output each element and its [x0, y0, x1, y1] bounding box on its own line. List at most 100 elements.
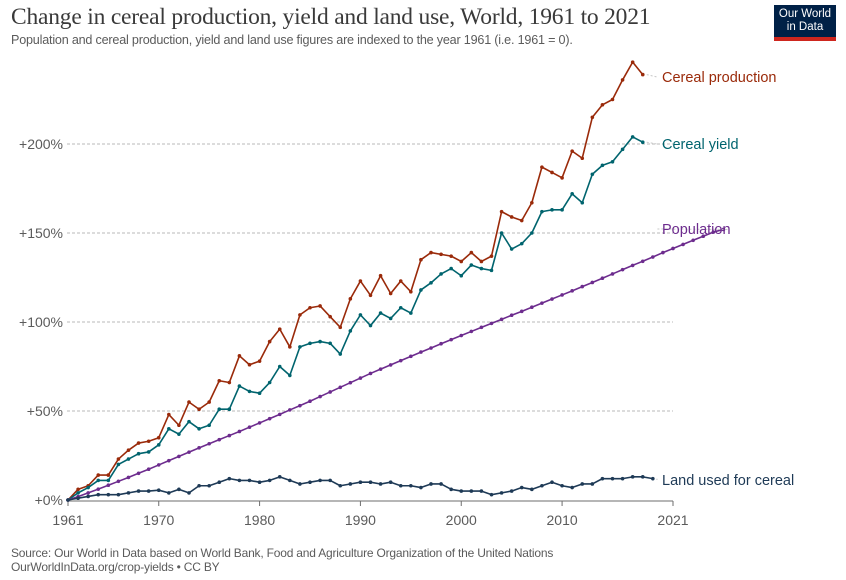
data-point: [449, 266, 453, 271]
data-point: [409, 289, 413, 294]
data-point: [328, 478, 332, 483]
data-point: [398, 483, 403, 488]
data-point: [378, 311, 383, 315]
data-point: [419, 485, 423, 490]
data-point: [610, 272, 615, 276]
data-point: [237, 478, 242, 483]
data-point: [368, 323, 373, 328]
data-point: [106, 492, 111, 497]
data-point: [126, 457, 131, 461]
data-point: [459, 259, 464, 264]
data-point: [560, 483, 564, 488]
data-point: [368, 371, 373, 376]
footer: Source: Our World in Data based on World…: [11, 546, 553, 574]
data-point: [358, 480, 363, 485]
logo-line-1: Our World: [778, 8, 832, 20]
data-point: [146, 467, 151, 472]
data-point: [590, 280, 595, 285]
data-point: [429, 482, 433, 486]
data-point: [86, 491, 90, 495]
data-point: [308, 305, 312, 310]
data-point: [580, 200, 585, 205]
data-point: [499, 491, 504, 495]
data-point: [288, 345, 292, 349]
data-point: [419, 288, 423, 292]
owid-logo[interactable]: Our World in Data: [774, 5, 836, 41]
x-tick-label: 1961: [52, 512, 83, 528]
data-point: [439, 252, 443, 257]
data-point: [257, 480, 262, 485]
data-point: [96, 473, 101, 477]
data-point: [419, 350, 423, 354]
data-point: [167, 458, 171, 463]
data-point: [570, 192, 574, 196]
data-point: [439, 272, 443, 276]
data-point: [519, 309, 524, 314]
data-point: [570, 149, 574, 153]
data-point: [499, 317, 504, 322]
data-point: [167, 427, 171, 431]
data-point: [620, 267, 625, 272]
data-point: [560, 208, 564, 212]
data-point: [469, 489, 474, 493]
data-point: [247, 478, 252, 483]
data-point: [469, 263, 474, 267]
data-point: [86, 494, 90, 499]
data-point: [398, 279, 403, 283]
data-point: [368, 293, 373, 298]
data-point: [449, 254, 453, 258]
data-point: [136, 471, 141, 476]
data-point: [409, 354, 413, 359]
data-point: [388, 480, 393, 485]
data-point: [146, 439, 151, 444]
data-point: [156, 435, 161, 440]
data-point: [469, 329, 474, 334]
data-point: [277, 475, 282, 479]
data-point: [197, 483, 201, 488]
source-link[interactable]: OurWorldInData.org/crop-yields • CC BY: [11, 560, 220, 574]
data-point: [187, 419, 191, 424]
data-point: [116, 457, 121, 461]
series-line-cereal-production: [67, 61, 644, 501]
data-point: [136, 451, 141, 456]
data-point: [96, 492, 101, 497]
data-point: [187, 491, 191, 495]
label-connector: [646, 74, 658, 78]
data-point: [227, 476, 232, 481]
data-point: [197, 446, 201, 450]
x-tick-label: 2021: [657, 512, 688, 528]
data-point: [207, 400, 211, 404]
data-point: [257, 391, 262, 396]
chart-subtitle: Population and cereal production, yield …: [11, 33, 573, 47]
data-point: [358, 376, 363, 380]
data-point: [96, 478, 101, 483]
data-point: [217, 437, 222, 442]
data-point: [358, 279, 363, 283]
chart-title: Change in cereal production, yield and l…: [11, 4, 651, 30]
data-point: [86, 485, 90, 490]
data-point: [509, 489, 514, 493]
data-point: [146, 489, 151, 493]
data-point: [429, 346, 433, 350]
data-point: [96, 487, 101, 491]
data-point: [126, 491, 131, 495]
data-point: [630, 135, 635, 139]
data-point: [217, 480, 222, 485]
data-point: [106, 483, 111, 488]
x-tick-label: 2000: [446, 512, 477, 528]
data-point: [449, 487, 453, 492]
data-point: [540, 209, 544, 214]
data-point: [489, 254, 494, 258]
data-point: [106, 473, 111, 477]
data-point: [348, 380, 353, 385]
data-point: [328, 341, 332, 346]
series-line-land-used-for-cereal: [67, 476, 653, 501]
data-point: [288, 408, 292, 412]
logo-line-2: in Data: [786, 21, 824, 33]
data-point: [469, 250, 474, 255]
data-point: [187, 400, 191, 404]
data-point: [116, 492, 121, 497]
data-point: [318, 394, 322, 399]
data-point: [308, 480, 312, 485]
